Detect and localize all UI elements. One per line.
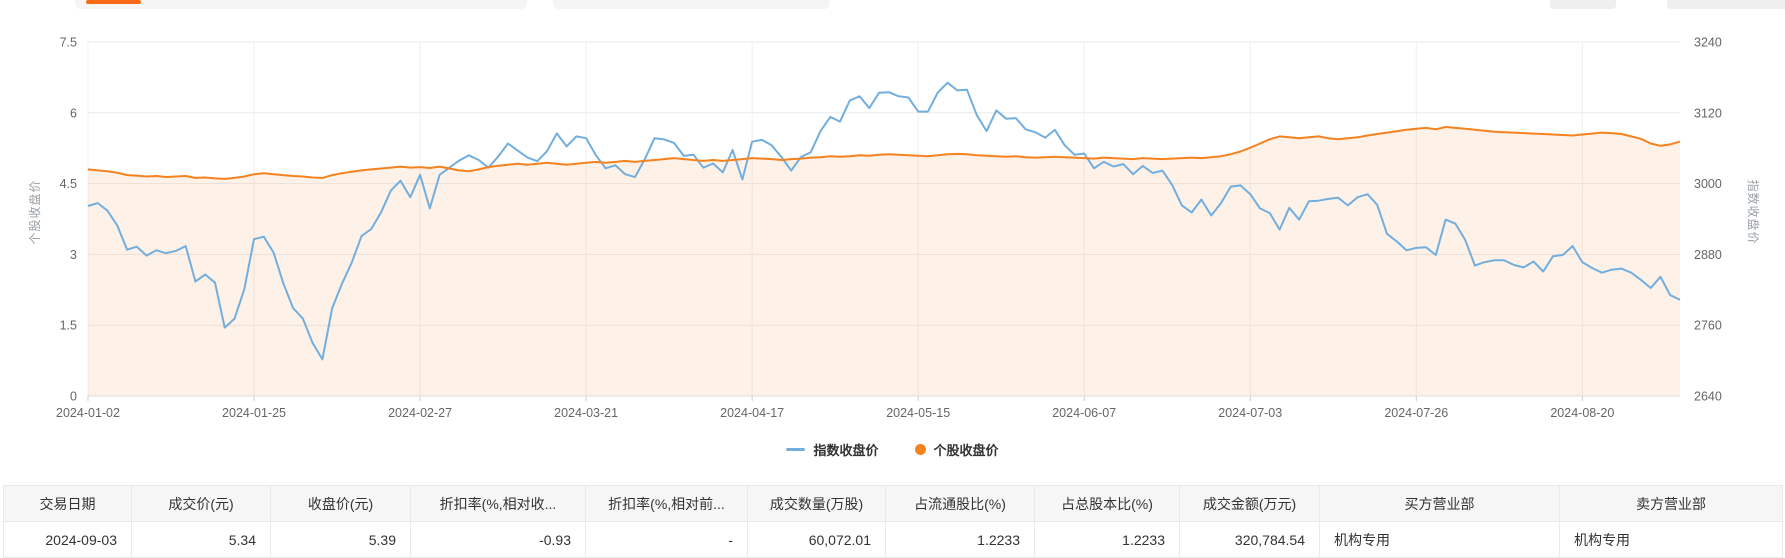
- column-header: 收盘价(元): [270, 485, 411, 522]
- price-chart[interactable]: 0 2640 1.5 2760 3 2880 4.5 3000 6 3120 7.5 3240 2024…: [0, 0, 1785, 428]
- stock-close-line: [87, 126, 1681, 180]
- legend-label: 指数收盘价: [813, 442, 879, 458]
- table-row: 2024-09-03 5.34 5.39 -0.93-60,072.01 1.2233 1…: [3, 521, 1783, 558]
- column-header: 成交价(元): [131, 485, 271, 522]
- legend-item-stock-close[interactable]: 个股收盘价: [914, 440, 999, 459]
- column-header: 成交金额(万元): [1179, 485, 1320, 522]
- x-axis-label: 2024-02-27: [388, 406, 452, 420]
- right-axis-title: 指数收盘价: [1746, 179, 1760, 245]
- column-header: 成交数量(万股): [747, 485, 886, 522]
- left-axis-label: 4.5: [60, 177, 77, 191]
- column-header: 折扣率(%,相对收...: [410, 485, 586, 522]
- circle-marker-icon: [914, 443, 926, 455]
- table-cell: 1.2233: [1034, 521, 1180, 558]
- left-axis-label: 1.5: [60, 319, 77, 333]
- x-axis-label: 2024-08-20: [1550, 406, 1614, 420]
- table-cell: -: [585, 521, 748, 558]
- legend-item-index-close[interactable]: 指数收盘价: [786, 440, 879, 459]
- toolbar-button-1[interactable]: [1550, 0, 1616, 9]
- x-axis-label: 2024-06-07: [1052, 406, 1116, 420]
- table-cell: -0.93: [410, 521, 586, 558]
- left-axis-label: 7.5: [60, 36, 77, 50]
- x-axis-label: 2024-07-03: [1218, 406, 1282, 420]
- table-header-row: 交易日期 成交价(元) 收盘价(元) 折扣率(%,相对收... 折扣率(%,相对前...…: [3, 485, 1783, 522]
- right-axis-label: 3000: [1694, 177, 1722, 191]
- column-header: 折扣率(%,相对前...: [585, 485, 748, 522]
- tab-strip-right[interactable]: [553, 0, 830, 9]
- left-axis-label: 0: [70, 390, 77, 404]
- column-header: 卖方营业部: [1559, 485, 1783, 522]
- right-axis-label: 3120: [1694, 106, 1722, 120]
- column-header: 买方营业部: [1319, 485, 1560, 522]
- column-header: 占流通股比(%): [885, 485, 1035, 522]
- left-axis-title: 个股收盘价: [28, 179, 42, 245]
- active-tab-indicator: [86, 0, 141, 4]
- tab-strip-left[interactable]: [75, 0, 527, 9]
- legend-label: 个股收盘价: [933, 442, 999, 458]
- stock-area-fill: [88, 127, 1680, 396]
- x-axis-label: 2024-03-21: [554, 406, 618, 420]
- table-cell: 1.2233: [885, 521, 1035, 558]
- table-cell: 5.39: [270, 521, 411, 558]
- right-axis-label: 2760: [1694, 319, 1722, 333]
- table-cell: 5.34: [131, 521, 271, 558]
- toolbar-button-2[interactable]: [1667, 0, 1785, 9]
- block-trade-table: 交易日期 成交价(元) 收盘价(元) 折扣率(%,相对收... 折扣率(%,相对前...…: [3, 485, 1783, 558]
- table-cell: 320,784.54: [1179, 521, 1320, 558]
- x-axis-label: 2024-01-25: [222, 406, 286, 420]
- x-axis-label: 2024-04-17: [720, 406, 784, 420]
- x-axis-label: 2024-05-15: [886, 406, 950, 420]
- right-axis-label: 3240: [1694, 36, 1722, 50]
- table-cell: 机构专用: [1319, 521, 1560, 558]
- left-axis-label: 3: [70, 248, 77, 262]
- x-axis-label: 2024-01-02: [56, 406, 120, 420]
- line-marker-icon: [786, 447, 806, 451]
- chart-plot-area[interactable]: [88, 42, 1680, 396]
- table-cell: 机构专用: [1559, 521, 1783, 558]
- right-axis-label: 2880: [1694, 248, 1722, 262]
- table-cell: 60,072.01: [747, 521, 886, 558]
- right-axis-label: 2640: [1694, 390, 1722, 404]
- column-header: 交易日期: [3, 485, 132, 522]
- x-axis-label: 2024-07-26: [1384, 406, 1448, 420]
- chart-legend: 指数收盘价 个股收盘价: [0, 437, 1785, 461]
- left-axis-label: 6: [70, 106, 77, 120]
- column-header: 占总股本比(%): [1034, 485, 1180, 522]
- index-close-line: [87, 81, 1681, 361]
- table-cell: 2024-09-03: [3, 521, 132, 558]
